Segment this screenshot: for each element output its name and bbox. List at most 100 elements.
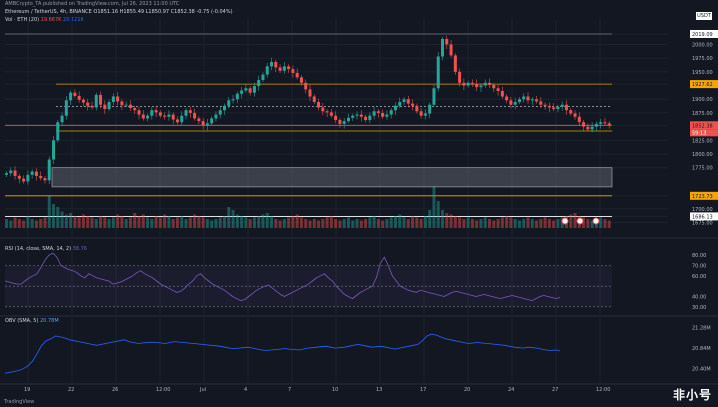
candle-body (402, 99, 406, 102)
volume-legend[interactable]: Vol · ETH (20) 19.667K 20.121K (5, 17, 84, 23)
candle-body (282, 66, 286, 71)
price-tag-bg (690, 212, 718, 221)
volume-bar (188, 217, 192, 228)
candle-body (116, 96, 120, 102)
grid-layer (0, 20, 718, 385)
candle-body (240, 90, 244, 94)
candle-body (359, 114, 363, 117)
volume-bar (52, 204, 56, 228)
volume-bar (321, 219, 325, 228)
candle-body (295, 72, 299, 78)
candle-body (214, 114, 218, 119)
candle-body (509, 100, 513, 105)
price-axis-label: 1900.00 (692, 97, 713, 103)
candle-body (205, 123, 209, 126)
volume-bar (398, 214, 402, 228)
volume-bar (599, 217, 603, 228)
volume-bar (111, 217, 115, 228)
obv-value: 20.78M (40, 318, 59, 324)
volume-bar (573, 213, 577, 228)
volume-bar (291, 216, 295, 228)
volume-bar (453, 216, 457, 228)
candle-body (432, 88, 436, 105)
candle-body (265, 66, 269, 75)
tradingview-logo[interactable]: TradingView (4, 399, 35, 405)
volume-bar (411, 216, 415, 228)
volume-bar (81, 214, 85, 228)
candle-body (210, 118, 214, 124)
volume-bar (492, 220, 496, 228)
price-tag: 1723.73 (692, 194, 713, 200)
price-axis-label: 1675.00 (692, 221, 713, 227)
candle-body (368, 115, 372, 121)
volume-bar (334, 219, 338, 228)
candle-body (252, 86, 256, 93)
time-axis-label: 10 (332, 387, 338, 393)
volume-bar (9, 220, 13, 228)
rsi-legend[interactable]: RSI (14, close, SMA, 14, 2) 38.76 (5, 246, 87, 252)
time-axis-label: 17 (420, 387, 426, 393)
event-icon (576, 217, 584, 225)
volume-bar (603, 219, 607, 228)
time-axis-label: 26 (112, 387, 118, 393)
price-axis-label: 1950.00 (692, 70, 713, 76)
publisher-line: AMBCrypto_TA published on TradingView.co… (5, 1, 180, 7)
candle-body (569, 110, 573, 114)
candle-body (479, 85, 483, 88)
price-axis-label: 1975.00 (692, 56, 713, 62)
candle-body (133, 108, 137, 111)
volume-bar (317, 220, 321, 228)
candle-body (564, 104, 568, 111)
candle-body (552, 107, 556, 110)
candle-body (526, 96, 530, 101)
volume-bar (415, 217, 419, 228)
candle-body (543, 104, 547, 106)
candle-body (197, 118, 201, 122)
obv-legend[interactable]: OBV (SMA, 5) 20.78M (5, 318, 59, 324)
volume-bar (522, 219, 526, 228)
time-axis-label: 27 (552, 387, 558, 393)
volume-bar (479, 219, 483, 228)
candle-body (5, 173, 8, 175)
candle-body (488, 82, 492, 85)
volume-bar (590, 220, 594, 228)
price-tag: 1927.62 (692, 82, 713, 88)
candle-body (261, 74, 265, 81)
rsi-pane: 80.00 70.00 60.00 40.00 30.00 (4, 252, 706, 311)
price-axis-label: 1825.00 (692, 138, 713, 144)
candle-body (453, 55, 457, 72)
candle-body (419, 111, 423, 116)
price-tag-bg (690, 191, 718, 200)
volume-bar (582, 217, 586, 228)
price-tag: 2019.09 (692, 32, 713, 38)
volume-bar (193, 214, 197, 228)
volume-bar (359, 220, 363, 228)
candle-body (9, 170, 13, 174)
candle-body (128, 104, 132, 108)
candle-body (530, 99, 534, 101)
price-axis-label: 2000.00 (692, 42, 713, 48)
volume-bar (304, 219, 308, 228)
volume-bar (167, 216, 171, 228)
candle-body (522, 96, 526, 100)
volume-bar (261, 214, 265, 228)
rsi-axis-label: 40.00 (692, 295, 706, 301)
symbol-info[interactable]: Ethereum / TetherUS, 4h, BINANCE O1851.1… (5, 9, 233, 15)
currency-badge[interactable]: USDT (696, 12, 712, 20)
volume-value-2: 20.121K (63, 17, 84, 23)
volume-bar (470, 219, 474, 228)
volume-bar (197, 216, 201, 228)
volume-bar (248, 219, 252, 228)
candle-body (111, 96, 115, 102)
event-icon (561, 217, 569, 225)
candle-body (415, 105, 419, 112)
candle-body (158, 112, 162, 116)
volume-bar (539, 219, 543, 228)
volume-bar (287, 217, 291, 228)
volume-bar (364, 219, 368, 228)
volume-bar (402, 217, 406, 228)
volume-bar (569, 214, 573, 228)
candle-body (231, 99, 235, 101)
volume-bar (223, 216, 226, 228)
